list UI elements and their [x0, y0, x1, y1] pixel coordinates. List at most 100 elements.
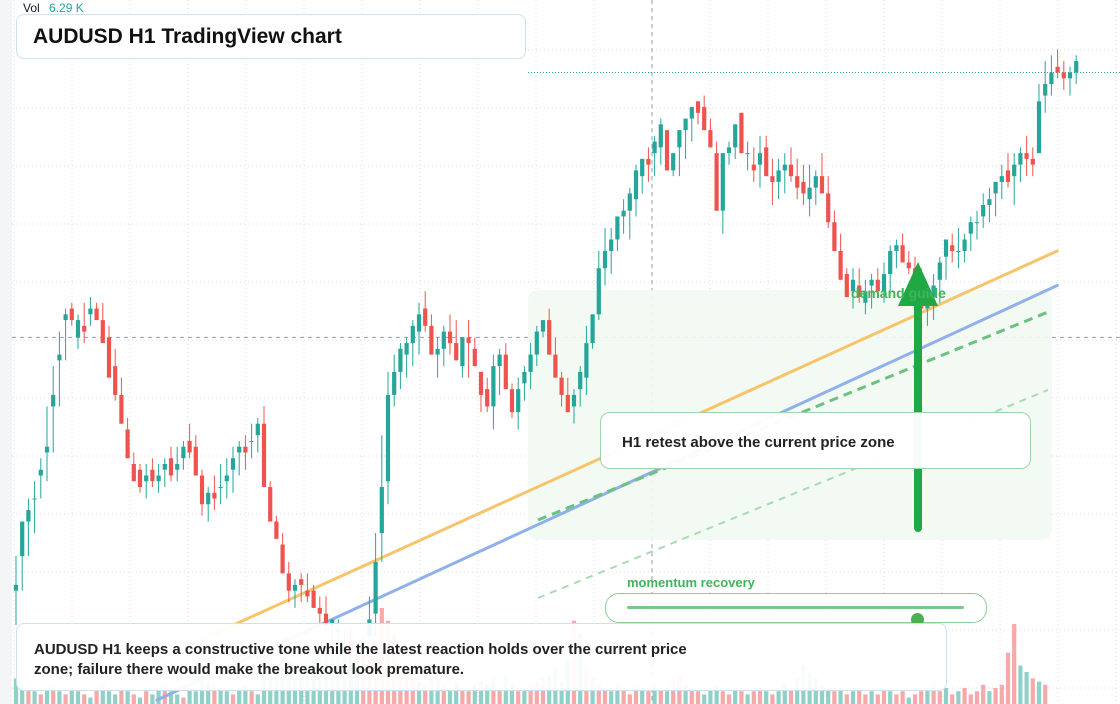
candle[interactable]	[900, 233, 905, 263]
candle[interactable]	[237, 440, 242, 476]
candle[interactable]	[106, 325, 112, 378]
candle[interactable]	[702, 95, 707, 131]
candle[interactable]	[472, 337, 477, 367]
candle[interactable]	[150, 458, 155, 488]
candle[interactable]	[224, 458, 229, 499]
candle[interactable]	[646, 147, 651, 182]
candle[interactable]	[974, 210, 980, 240]
candle[interactable]	[751, 147, 756, 182]
candle[interactable]	[801, 164, 806, 205]
momentum-slider[interactable]	[605, 593, 987, 626]
candle[interactable]	[937, 256, 942, 303]
candle[interactable]	[478, 371, 484, 413]
candle[interactable]	[695, 101, 701, 125]
candle[interactable]	[894, 239, 899, 269]
candle[interactable]	[962, 233, 967, 263]
candle[interactable]	[726, 141, 732, 165]
candle[interactable]	[435, 337, 440, 378]
candle[interactable]	[466, 320, 471, 378]
candle[interactable]	[503, 343, 508, 390]
candle[interactable]	[757, 135, 763, 188]
candle[interactable]	[131, 452, 136, 482]
candle[interactable]	[13, 556, 19, 626]
candle[interactable]	[571, 389, 577, 424]
candle[interactable]	[292, 579, 298, 608]
candle[interactable]	[212, 475, 217, 511]
candle[interactable]	[881, 262, 887, 303]
candle[interactable]	[516, 377, 521, 430]
candle[interactable]	[88, 297, 93, 326]
candle[interactable]	[249, 423, 254, 459]
candle[interactable]	[416, 302, 422, 355]
candle[interactable]	[826, 176, 831, 228]
candle[interactable]	[596, 250, 601, 321]
candle[interactable]	[82, 302, 87, 344]
candle[interactable]	[497, 348, 502, 395]
candle[interactable]	[447, 314, 453, 355]
candle[interactable]	[429, 314, 434, 355]
candle[interactable]	[540, 320, 546, 338]
candle[interactable]	[181, 440, 186, 470]
candle[interactable]	[534, 325, 539, 367]
candle[interactable]	[1024, 135, 1029, 177]
candle[interactable]	[137, 463, 143, 493]
candle[interactable]	[652, 135, 657, 177]
candle[interactable]	[187, 423, 192, 459]
candle[interactable]	[243, 435, 248, 470]
candle[interactable]	[311, 584, 316, 608]
candle[interactable]	[782, 153, 787, 194]
candle[interactable]	[1012, 153, 1017, 205]
candle[interactable]	[739, 112, 744, 154]
candle[interactable]	[1018, 147, 1023, 182]
candle[interactable]	[832, 210, 837, 251]
candle[interactable]	[733, 124, 738, 159]
candle[interactable]	[590, 314, 595, 349]
candle[interactable]	[392, 354, 397, 407]
candle[interactable]	[770, 158, 775, 205]
candle[interactable]	[615, 216, 620, 251]
candle[interactable]	[906, 250, 911, 275]
candle[interactable]	[485, 377, 490, 413]
candle[interactable]	[57, 331, 62, 407]
candle[interactable]	[968, 216, 973, 251]
candle[interactable]	[509, 383, 515, 418]
candle[interactable]	[94, 302, 99, 321]
candle[interactable]	[553, 337, 558, 378]
candle[interactable]	[584, 325, 589, 395]
candle[interactable]	[708, 118, 713, 148]
candle[interactable]	[280, 533, 285, 574]
candle[interactable]	[559, 371, 564, 407]
candle[interactable]	[819, 153, 825, 194]
candle[interactable]	[658, 118, 663, 165]
candle[interactable]	[956, 227, 961, 269]
candle[interactable]	[491, 354, 496, 430]
candle[interactable]	[206, 487, 211, 522]
candle[interactable]	[410, 320, 415, 367]
candle[interactable]	[578, 366, 583, 407]
candle[interactable]	[869, 274, 874, 309]
candle[interactable]	[162, 458, 167, 488]
candle[interactable]	[51, 366, 56, 453]
candle[interactable]	[373, 533, 378, 637]
candle[interactable]	[144, 463, 149, 499]
candle[interactable]	[1036, 84, 1042, 154]
candle[interactable]	[807, 164, 812, 217]
candle[interactable]	[119, 377, 124, 424]
candle[interactable]	[776, 158, 781, 200]
candle[interactable]	[230, 446, 236, 493]
candle[interactable]	[950, 233, 955, 263]
candle[interactable]	[795, 158, 800, 200]
candle[interactable]	[113, 348, 118, 401]
candle[interactable]	[255, 417, 260, 453]
candle[interactable]	[75, 314, 81, 349]
candle[interactable]	[640, 158, 645, 194]
candle[interactable]	[1043, 61, 1048, 113]
candle[interactable]	[875, 268, 880, 298]
candle[interactable]	[44, 406, 50, 482]
candle[interactable]	[199, 469, 205, 516]
candle[interactable]	[943, 239, 949, 280]
candle[interactable]	[999, 164, 1004, 200]
candle[interactable]	[69, 302, 74, 326]
candle[interactable]	[621, 199, 626, 234]
